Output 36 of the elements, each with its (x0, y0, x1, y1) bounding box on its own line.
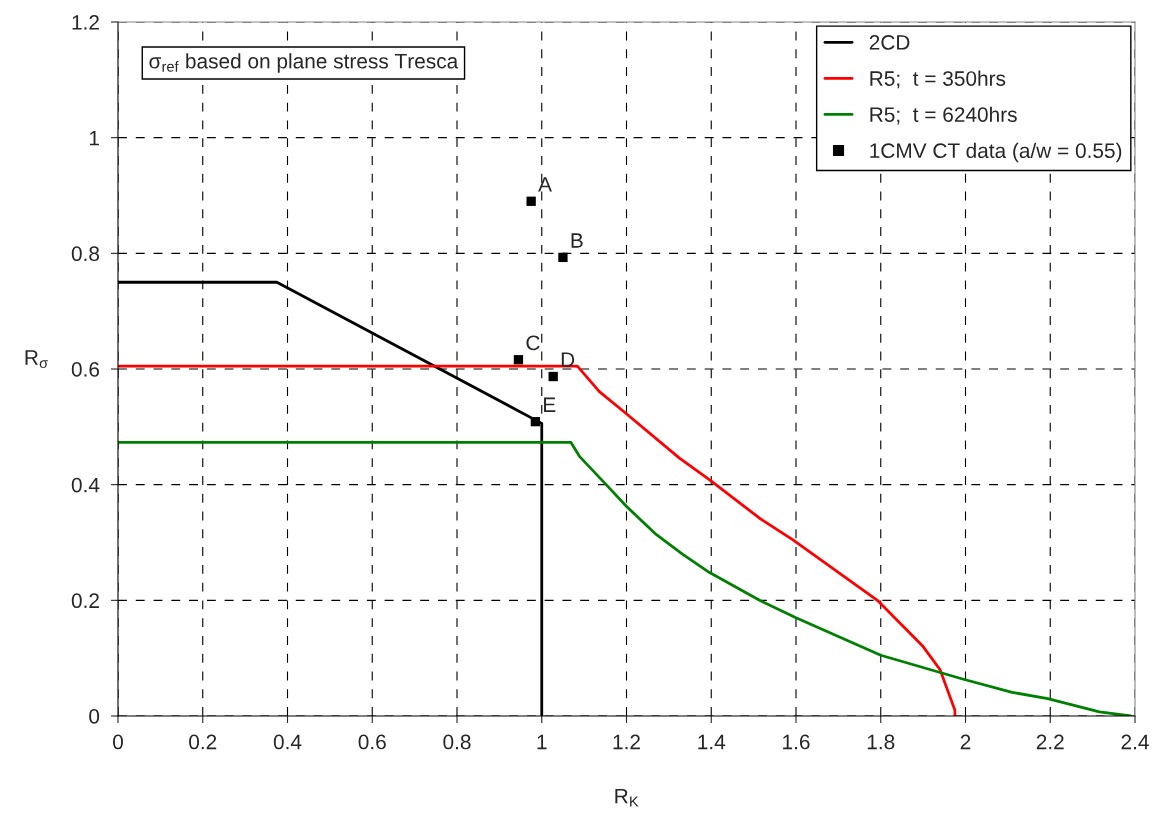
x-tick-label: 2.2 (1036, 734, 1064, 750)
x-tick-label: 1.2 (613, 734, 640, 750)
legend-label: R5; t = 6240hrs (870, 106, 1017, 125)
point (513, 355, 524, 365)
legend-label: 2CD (869, 35, 910, 50)
y-tick-label: 0.6 (71, 362, 100, 377)
point (558, 252, 568, 263)
x-tick-label: 0.2 (189, 734, 217, 750)
x-tick-label: 1.6 (783, 734, 810, 750)
legend-label: R5; t = 350hrs (870, 70, 1006, 89)
annotation: B (571, 233, 583, 248)
annotation: σ$_{ref}$ based on plane stress Tresca (149, 53, 459, 73)
x-tick-label: 2 (960, 734, 971, 750)
y-tick-label: 0.2 (71, 593, 99, 609)
x-tick-label: 2.4 (1121, 734, 1149, 750)
x-tick-label: 0.6 (358, 734, 386, 750)
annotation: C (526, 335, 540, 351)
point (526, 196, 536, 206)
x-tick-label: 1.8 (867, 734, 895, 750)
x-axis-title: R$_{K}$ (615, 788, 639, 807)
y-tick-label: 0.8 (71, 246, 100, 262)
x-tick-label: 0.4 (273, 734, 302, 750)
y-tick-label: 0 (89, 709, 100, 724)
annotation: E (544, 397, 556, 412)
y-tick-label: 0.4 (71, 477, 100, 493)
y-tick-label: 1.2 (72, 15, 99, 30)
legend-label: 1CMV CT data (a/w = 0.55) (870, 142, 1122, 163)
y-axis-title: R$_{σ}$ (25, 350, 48, 369)
x-tick-label: 1.4 (698, 734, 726, 750)
point (548, 371, 558, 382)
annotation: A (538, 177, 552, 192)
x-tick-label: 1 (537, 734, 547, 750)
x-tick-label: 0 (113, 734, 123, 750)
y-tick-label: 1 (89, 130, 99, 146)
annotation: D (561, 352, 575, 367)
x-tick-label: 0.8 (443, 734, 471, 750)
